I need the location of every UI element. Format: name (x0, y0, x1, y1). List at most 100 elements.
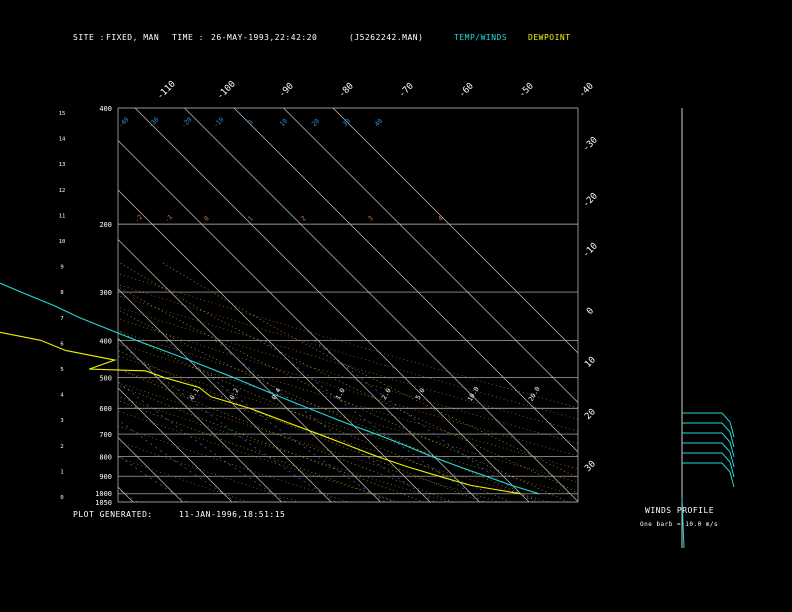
theta-label: -40 (117, 116, 131, 130)
height-tick-label: 15 (59, 111, 66, 117)
height-tick-label: 8 (60, 290, 63, 296)
mixing-ratio-label: 2.0 (380, 387, 393, 401)
wind-barb (682, 432, 735, 458)
isotherm-line (184, 108, 578, 502)
mixing-ratio-line (118, 419, 237, 502)
mixing-ratio-line (118, 488, 138, 502)
mixing-ratio-label: 0.2 (228, 387, 241, 401)
time-value: 26-MAY-1993,22:42:20 (211, 33, 318, 42)
mixing-ratio-line (165, 340, 386, 502)
isotherm-line (118, 437, 183, 502)
top-temp-label: -60 (457, 81, 476, 100)
pressure-tick-label: 200 (99, 221, 112, 229)
right-temp-label: 30 (583, 459, 598, 474)
plot-generated-label: PLOT GENERATED: (73, 510, 153, 519)
isotherm-line (283, 108, 578, 403)
dry-adiabat (118, 295, 578, 432)
pressure-tick-label: 600 (99, 405, 112, 413)
mixing-ratio-label: 10.0 (466, 385, 481, 403)
dewpoint-line (0, 331, 521, 495)
height-tick-label: 6 (60, 341, 63, 347)
wind-barb (682, 442, 735, 468)
pressure-tick-label: 900 (99, 473, 112, 481)
right-temp-label: -20 (581, 191, 600, 210)
isotherm-line (233, 108, 578, 453)
legend-temp: TEMP/WINDS (454, 33, 508, 42)
theta-label: 0 (246, 118, 254, 126)
moist-adiabat-label: 0 (202, 214, 210, 222)
height-tick-label: 11 (59, 213, 66, 219)
right-temp-label: 20 (583, 407, 598, 422)
moist-adiabat-label: -1 (163, 213, 174, 224)
top-temp-label: -100 (215, 79, 237, 101)
height-tick-label: 13 (59, 162, 66, 168)
dry-adiabat (118, 318, 578, 457)
moist-adiabat (118, 309, 540, 502)
isotherm-line (0, 108, 34, 502)
plot-area (0, 108, 578, 502)
pressure-tick-label: 500 (99, 375, 112, 383)
isotherm-line (118, 338, 282, 502)
isotherm-line (118, 189, 431, 502)
isotherm-line (332, 108, 578, 354)
isotherm-line (118, 486, 134, 502)
moist-adiabat (118, 261, 578, 494)
right-temp-label: -30 (581, 135, 600, 154)
winds-profile-title: WINDS PROFILE (645, 506, 715, 515)
height-tick-label: 9 (60, 265, 63, 271)
temperature-line (0, 282, 540, 495)
wind-barb (682, 462, 735, 488)
right-temp-label: -10 (581, 241, 600, 260)
height-tick-label: 4 (60, 393, 64, 399)
moist-adiabat-label: 3 (366, 214, 374, 222)
pressure-tick-label: 1050 (95, 499, 112, 507)
dry-adiabat (118, 306, 578, 444)
pressure-tick-label: 700 (99, 431, 112, 439)
pressure-tick-label: 300 (99, 289, 112, 297)
dry-adiabat (118, 330, 578, 470)
mixing-ratio-line (118, 455, 188, 502)
moist-adiabat (118, 368, 453, 502)
isotherm-line (118, 140, 480, 502)
moist-adiabat (118, 286, 569, 502)
plot-generated-value: 11-JAN-1996,18:51:15 (179, 510, 286, 519)
pressure-tick-label: 800 (99, 453, 112, 461)
pressure-tick-label: 400 (99, 105, 112, 113)
isotherm-line (0, 108, 84, 502)
theta-label: 30 (341, 117, 352, 128)
height-tick-label: 10 (59, 239, 66, 245)
moist-adiabat (118, 350, 482, 502)
height-tick-label: 0 (60, 495, 63, 501)
wind-barb (682, 422, 735, 448)
height-tick-label: 3 (60, 418, 63, 424)
moist-adiabat-label: 1 (246, 214, 254, 222)
dry-adiabat (118, 368, 550, 502)
top-temp-label: -70 (397, 81, 416, 100)
wind-stem-bottom (681, 497, 685, 549)
height-tick-label: 7 (60, 316, 63, 322)
dry-adiabat (118, 284, 578, 420)
mixing-ratio-label: 20.0 (527, 385, 542, 403)
moist-adiabat (118, 399, 396, 502)
height-tick-label: 12 (59, 188, 66, 194)
site-value: FIXED, MAN (106, 33, 160, 42)
mixing-ratio-line (264, 340, 485, 502)
moist-adiabat-label: 4 (436, 214, 444, 222)
dry-adiabat (118, 457, 249, 502)
height-tick-label: 14 (59, 137, 66, 143)
mixing-ratio-label: 1.0 (334, 387, 347, 401)
mixing-ratio-label: 0.1 (188, 387, 201, 401)
moist-adiabat-label: 2 (299, 214, 307, 222)
wind-barb (682, 452, 735, 478)
moist-adiabat-label: -2 (133, 213, 144, 224)
isotherm-line (118, 239, 381, 502)
dry-adiabat (118, 273, 578, 408)
mixing-ratio-line (313, 340, 534, 502)
site-label: SITE : (73, 33, 105, 42)
isotherm-line (118, 387, 233, 502)
theta-label: 10 (278, 117, 289, 128)
moist-adiabat (118, 330, 511, 502)
top-temp-label: -110 (155, 79, 177, 101)
winds-profile-note: One barb = 10.0 m/s (640, 521, 719, 528)
